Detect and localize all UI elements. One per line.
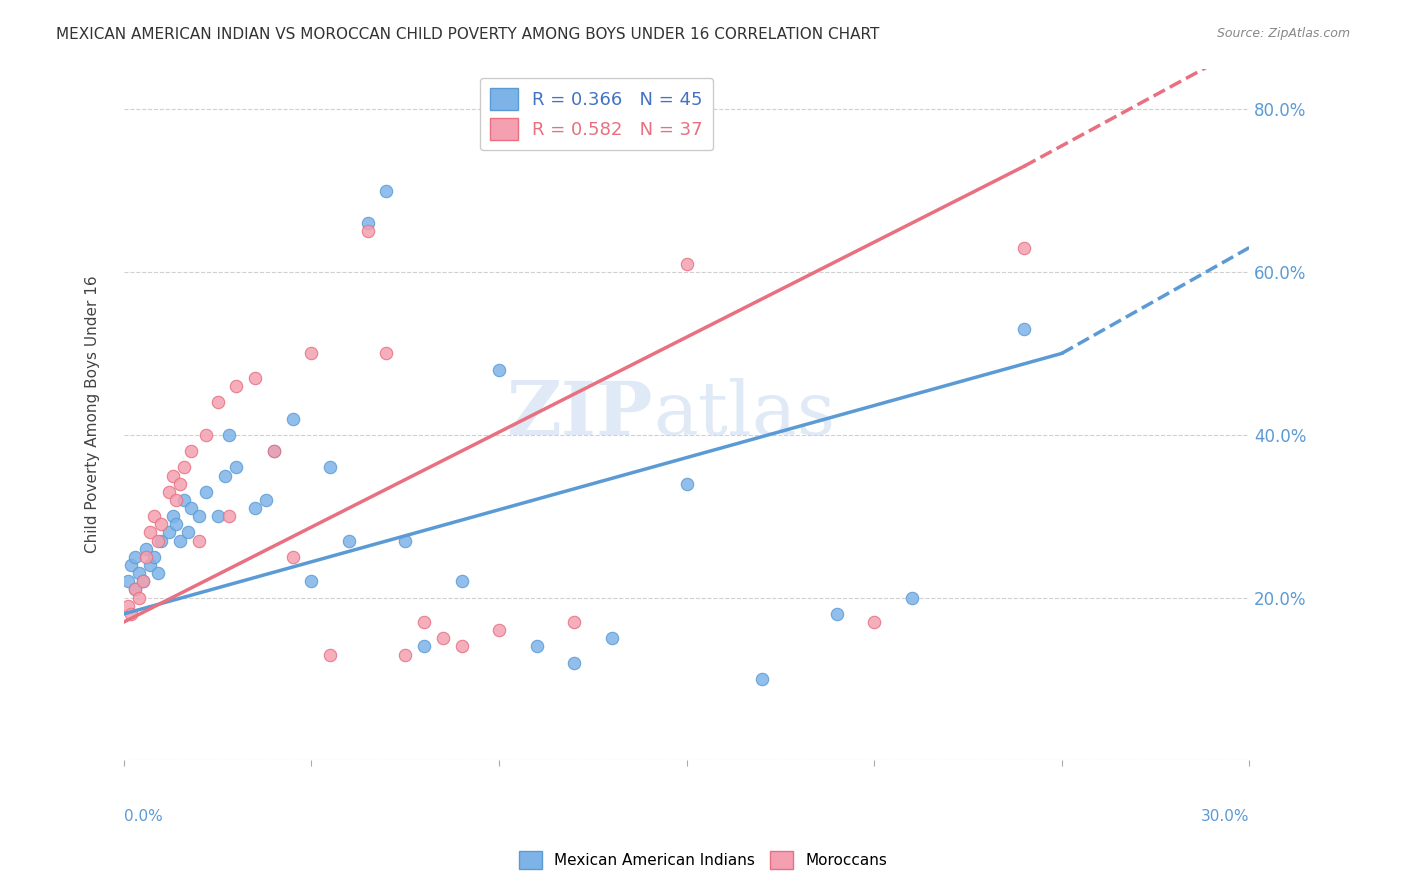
Point: [863, 615, 886, 629]
Point: [1012, 241, 1035, 255]
Point: [413, 640, 436, 654]
Point: [751, 672, 773, 686]
Point: [245, 501, 267, 516]
Point: [195, 484, 218, 499]
Point: [301, 346, 323, 360]
Point: [825, 607, 848, 621]
Point: [135, 541, 157, 556]
Point: [450, 640, 472, 654]
Point: [139, 525, 162, 540]
Point: [488, 362, 510, 376]
Point: [562, 615, 585, 629]
Point: [207, 509, 229, 524]
Point: [135, 549, 157, 564]
Point: [146, 566, 169, 581]
Point: [900, 591, 922, 605]
Point: [124, 582, 146, 597]
Point: [124, 549, 146, 564]
Point: [162, 468, 184, 483]
Point: [117, 599, 139, 613]
Point: [225, 460, 247, 475]
Point: [142, 549, 165, 564]
Point: [169, 533, 191, 548]
Text: ZIP: ZIP: [506, 378, 652, 451]
Point: [488, 623, 510, 637]
Point: [357, 216, 380, 230]
Point: [319, 460, 342, 475]
Point: [150, 517, 173, 532]
Point: [131, 574, 153, 589]
Point: [600, 632, 623, 646]
Point: [128, 591, 150, 605]
Point: [281, 411, 304, 425]
Point: [120, 607, 142, 621]
Point: [187, 533, 209, 548]
Point: [432, 632, 454, 646]
Point: [450, 574, 472, 589]
Point: [162, 509, 184, 524]
Point: [319, 648, 342, 662]
Point: [675, 257, 697, 271]
Point: [214, 468, 236, 483]
Point: [150, 533, 173, 548]
Point: [176, 525, 198, 540]
Text: MEXICAN AMERICAN INDIAN VS MOROCCAN CHILD POVERTY AMONG BOYS UNDER 16 CORRELATIO: MEXICAN AMERICAN INDIAN VS MOROCCAN CHIL…: [56, 27, 880, 42]
Legend: Mexican American Indians, Moroccans: Mexican American Indians, Moroccans: [513, 845, 893, 875]
Point: [263, 444, 285, 458]
Point: [375, 346, 398, 360]
Point: [180, 501, 202, 516]
Point: [165, 517, 187, 532]
Point: [263, 444, 285, 458]
Point: [146, 533, 169, 548]
Point: [142, 509, 165, 524]
Point: [256, 492, 278, 507]
Point: [157, 484, 180, 499]
Point: [169, 476, 191, 491]
Text: 0.0%: 0.0%: [124, 809, 163, 824]
Point: [218, 509, 240, 524]
Point: [187, 509, 209, 524]
Text: Source: ZipAtlas.com: Source: ZipAtlas.com: [1216, 27, 1350, 40]
Point: [394, 533, 416, 548]
Point: [120, 558, 142, 572]
Text: atlas: atlas: [652, 378, 835, 451]
Point: [301, 574, 323, 589]
Point: [218, 427, 240, 442]
Point: [413, 615, 436, 629]
Point: [165, 492, 187, 507]
Point: [173, 492, 195, 507]
Point: [394, 648, 416, 662]
Point: [357, 224, 380, 238]
Point: [281, 549, 304, 564]
Point: [157, 525, 180, 540]
Point: [207, 395, 229, 409]
Y-axis label: Child Poverty Among Boys Under 16: Child Poverty Among Boys Under 16: [86, 276, 100, 553]
Point: [337, 533, 360, 548]
Point: [124, 582, 146, 597]
Point: [562, 656, 585, 670]
Point: [1012, 322, 1035, 336]
Point: [526, 640, 548, 654]
Legend: R = 0.366   N = 45, R = 0.582   N = 37: R = 0.366 N = 45, R = 0.582 N = 37: [479, 78, 713, 151]
Point: [195, 427, 218, 442]
Point: [117, 574, 139, 589]
Text: 30.0%: 30.0%: [1201, 809, 1250, 824]
Point: [173, 460, 195, 475]
Point: [131, 574, 153, 589]
Point: [139, 558, 162, 572]
Point: [245, 371, 267, 385]
Point: [225, 379, 247, 393]
Point: [180, 444, 202, 458]
Point: [375, 184, 398, 198]
Point: [675, 476, 697, 491]
Point: [128, 566, 150, 581]
